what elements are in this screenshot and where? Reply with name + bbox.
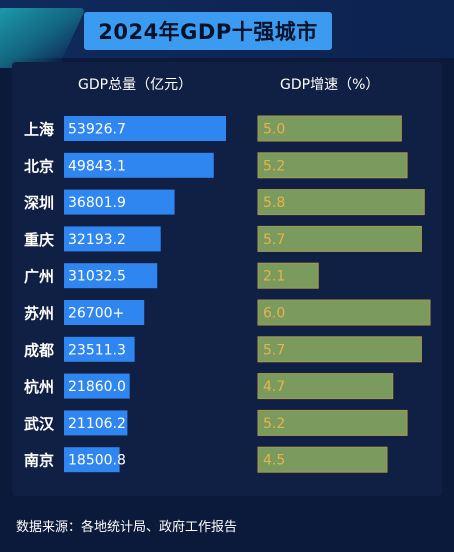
gdp-growth-value-label: 5.8 (263, 195, 285, 211)
gdp-total-bar (64, 152, 214, 178)
source-note: 数据来源：各地统计局、政府工作报告 (16, 520, 238, 535)
city-label: 北京 (24, 157, 54, 175)
gdp-total-value-label: 18500.8 (68, 453, 126, 469)
gdp-growth-value-label: 6.0 (263, 306, 285, 322)
gdp-growth-bar (257, 336, 422, 363)
gdp-total-bar (64, 226, 161, 252)
gdp-growth-value-label: 4.5 (263, 453, 285, 469)
gdp-total-value-label: 21106.2 (68, 416, 126, 432)
city-label: 重庆 (24, 231, 54, 249)
gdp-total-value-label: 31032.5 (68, 269, 126, 285)
city-label: 深圳 (24, 194, 54, 212)
gdp-total-value-label: 23511.3 (68, 342, 126, 358)
gdp-growth-bar (257, 189, 425, 216)
title-bar: 2024年GDP十强城市 (84, 12, 332, 50)
gdp-growth-bar (257, 373, 394, 400)
gdp-total-bar (64, 263, 158, 289)
gdp-growth-bar (257, 262, 319, 289)
gdp-total-value-label: 32193.2 (68, 232, 126, 248)
gdp-total-value-label: 53926.7 (68, 122, 126, 138)
gdp-growth-bar (257, 225, 422, 252)
gdp-growth-value-label: 4.7 (263, 379, 285, 395)
gdp-total-bar (64, 373, 130, 399)
gdp-total-value-label: 49843.1 (68, 158, 126, 174)
gdp-growth-value-label: 5.0 (263, 122, 285, 138)
gdp-growth-bar (257, 446, 388, 473)
city-label: 成都 (24, 341, 54, 359)
gdp-growth-value-label: 5.7 (263, 232, 285, 248)
gdp-growth-header: GDP增速（%） (280, 77, 380, 93)
city-label: 上海 (24, 121, 54, 139)
gdp-total-bar (64, 189, 175, 215)
gdp-total-bar (64, 336, 135, 362)
gdp-growth-value-label: 5.2 (263, 158, 285, 174)
city-label: 苏州 (24, 305, 54, 323)
city-label: 杭州 (24, 378, 54, 396)
city-label: 南京 (24, 452, 54, 470)
city-label: 武汉 (24, 415, 55, 433)
gdp-growth-value-label: 5.2 (263, 416, 285, 432)
gdp-total-value-label: 21860.0 (68, 379, 126, 395)
page-title: 2024年GDP十强城市 (98, 20, 318, 44)
gdp-growth-value-label: 5.7 (263, 342, 285, 358)
gdp-growth-bar (257, 299, 431, 326)
gdp-growth-bar (257, 152, 408, 179)
gdp-growth-bar (257, 409, 408, 436)
city-label: 广州 (24, 268, 54, 286)
gdp-total-bar (64, 410, 128, 436)
gdp-total-value-label: 36801.9 (68, 195, 126, 211)
gdp-total-header: GDP总量（亿元） (78, 77, 193, 93)
gdp-total-bar (64, 447, 120, 473)
gdp-growth-bar (257, 115, 402, 142)
gdp-growth-value-label: 2.1 (263, 269, 285, 285)
gdp-total-bar (64, 116, 226, 141)
gdp-total-value-label: 26700+ (68, 306, 124, 322)
gdp-total-bar (64, 300, 145, 325)
